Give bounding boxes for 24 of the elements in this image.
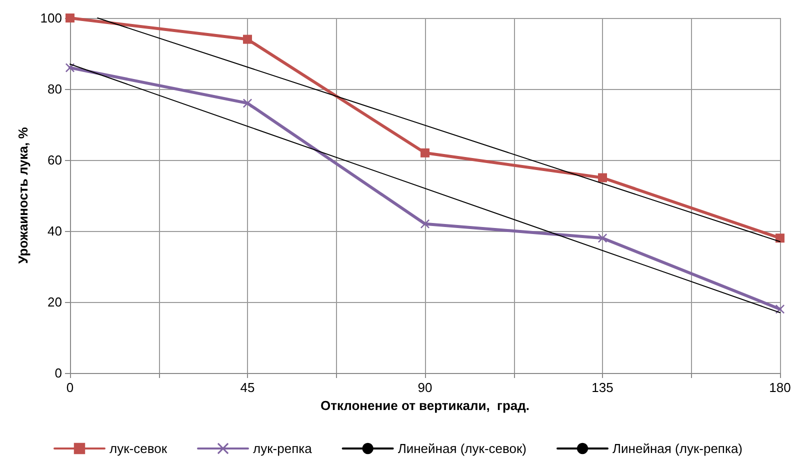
x-tick-label: 180 (769, 380, 791, 395)
legend-label: лук-репка (253, 441, 313, 456)
x-axis-title: Отклонение от вертикали, град. (320, 398, 530, 413)
point (420, 219, 430, 228)
point (598, 173, 607, 182)
y-tick-label: 20 (48, 294, 62, 310)
x-tick-label: 45 (240, 380, 255, 395)
y-tick-label: 40 (48, 224, 62, 238)
y-tick-label: 60 (48, 152, 62, 168)
legend-label: лук-севок (110, 441, 168, 456)
point (66, 63, 74, 72)
y-tick-label: 100 (40, 10, 62, 26)
y-tick-label: 80 (48, 82, 62, 96)
y-tick-label: 0 (54, 366, 62, 380)
x-tick-label: 0 (66, 380, 74, 395)
point (243, 34, 252, 44)
point (243, 98, 252, 108)
point (420, 148, 430, 158)
legend-label: Линейная (лук-репка) (612, 441, 743, 456)
x-tick-label: 135 (592, 380, 614, 395)
x-tick-label: 90 (418, 380, 432, 395)
legend-label: Линейная (лук-севок) (398, 441, 527, 456)
point (776, 234, 784, 243)
y-axis-title: Урожаиность лука, % (15, 126, 30, 264)
